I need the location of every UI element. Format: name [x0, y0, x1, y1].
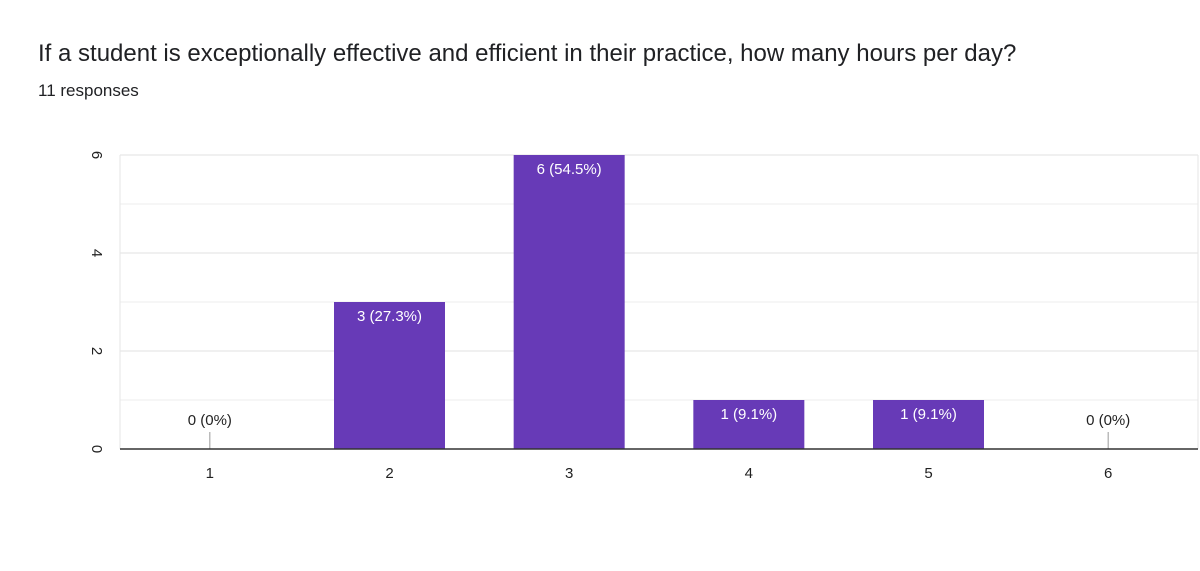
x-tick-label: 4	[745, 465, 753, 482]
y-tick-label: 2	[88, 347, 105, 355]
bar-data-label: 6 (54.5%)	[537, 161, 602, 178]
bar	[513, 155, 625, 449]
x-tick-label: 5	[924, 465, 932, 482]
y-tick-label: 6	[88, 151, 105, 159]
bar-data-label: 3 (27.3%)	[357, 308, 422, 325]
response-count: 11 responses	[38, 81, 139, 100]
x-tick-label: 6	[1104, 465, 1112, 482]
y-tick-label: 4	[88, 249, 105, 257]
bar-data-label: 1 (9.1%)	[720, 406, 777, 423]
bar-data-label: 0 (0%)	[188, 412, 232, 429]
question-title: If a student is exceptionally effective …	[38, 40, 1017, 67]
bar-data-label: 1 (9.1%)	[900, 406, 957, 423]
bar	[873, 400, 984, 449]
x-tick-label: 3	[565, 465, 573, 482]
bar	[334, 302, 445, 449]
x-tick-label: 1	[206, 465, 214, 482]
bar-data-label: 0 (0%)	[1086, 412, 1130, 429]
y-tick-label: 0	[88, 445, 105, 453]
bar	[693, 400, 805, 449]
x-tick-label: 2	[385, 465, 393, 482]
